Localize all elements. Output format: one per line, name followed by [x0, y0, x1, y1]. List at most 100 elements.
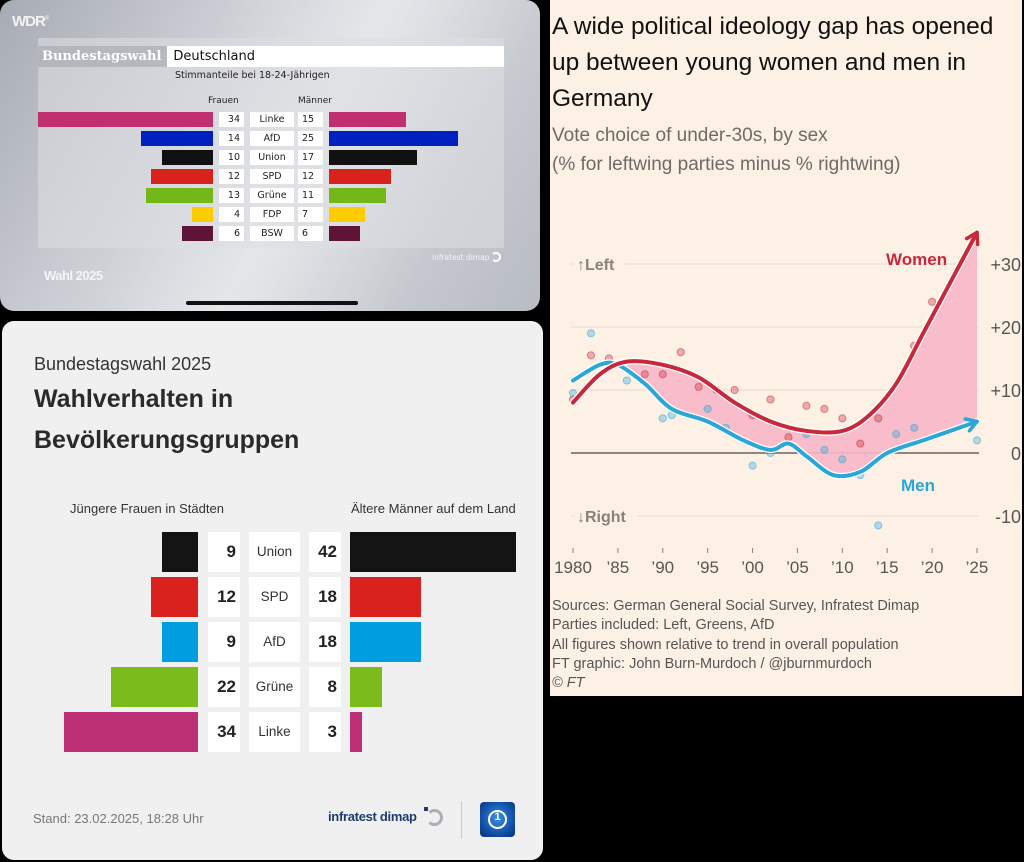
value-female: 4 — [219, 207, 244, 222]
men-data-point — [568, 389, 578, 398]
ft-subtitle-line1: Vote choice of under-30s, by sex — [552, 125, 828, 146]
ts-row-spd: 12 SPD 18 — [2, 577, 543, 617]
ft-title: A wide political ideology gap has opened… — [552, 13, 994, 112]
value-male: 6 — [298, 226, 323, 241]
value-female: 14 — [219, 131, 244, 146]
value-female: 6 — [219, 226, 244, 241]
men-trend-line — [571, 360, 979, 479]
bar-male-afd — [329, 131, 458, 146]
value-male: 42 — [309, 532, 341, 572]
wdr-row-afd: 14 AfD 25 — [0, 131, 540, 146]
right-direction-label: ↓Right — [577, 509, 627, 526]
bar-male-grüne — [350, 667, 382, 707]
x-tick-label: ’00 — [741, 558, 764, 577]
value-male: 15 — [298, 112, 323, 127]
men-data-point — [658, 414, 667, 423]
women-series-label: Women — [886, 250, 947, 269]
party-label: Union — [250, 150, 294, 165]
wdr-row-grüne: 13 Grüne 11 — [0, 188, 540, 203]
home-indicator[interactable] — [186, 301, 358, 305]
bar-female-union — [162, 532, 198, 572]
bar-male-linke — [350, 712, 362, 752]
y-tick-label: +20 — [990, 318, 1021, 338]
wdr-row-linke: 34 Linke 15 — [0, 112, 540, 127]
party-label: AfD — [250, 131, 294, 146]
value-female: 13 — [219, 188, 244, 203]
men-data-point — [838, 455, 847, 464]
women-data-point — [766, 395, 775, 404]
ft-line-chart: +30 +20 +10 0 -10 1980 ’85 ’90 ’95 ’00 ’05 ’10 ’15 ’2… — [554, 229, 1021, 577]
x-tick-label: ’85 — [607, 558, 630, 577]
tagesschau-logo-icon: 1 — [480, 802, 515, 837]
ft-subtitle-line2: (% for leftwing parties minus % rightwin… — [552, 154, 901, 175]
ft-note: Parties included: Left, Greens, AfD — [552, 617, 775, 634]
ft-note: All figures shown relative to trend in o… — [552, 636, 899, 653]
men-data-point — [586, 329, 596, 338]
ft-copyright: © FT — [552, 675, 585, 692]
value-male: 7 — [298, 207, 323, 222]
ts-kicker: Bundestagswahl 2025 — [34, 354, 212, 374]
women-data-point — [676, 348, 685, 357]
x-tick-label: ’20 — [921, 558, 944, 577]
bar-female-spd — [150, 577, 198, 617]
party-label: Grüne — [249, 667, 300, 707]
x-tick-label: ’15 — [876, 558, 899, 577]
party-label: SPD — [250, 169, 294, 184]
bar-male-grüne — [329, 188, 386, 203]
women-data-point — [658, 370, 667, 379]
ts-row-linke: 34 Linke 3 — [2, 712, 543, 752]
value-male: 25 — [298, 131, 323, 146]
wdr-row-bsw: 6 BSW 6 — [0, 226, 540, 241]
group-label-male: Ältere Männer auf dem Land — [351, 501, 516, 516]
women-data-point — [802, 401, 811, 410]
stand-timestamp: Stand: 23.02.2025, 18:28 Uhr — [33, 811, 204, 826]
value-male: 11 — [298, 188, 323, 203]
x-tick-label: ’90 — [651, 558, 674, 577]
ft-note: Sources: German General Social Survey, I… — [552, 598, 920, 614]
bar-female-grüne — [146, 188, 213, 203]
bar-male-union — [350, 532, 516, 572]
women-data-point — [694, 382, 703, 391]
bar-female-grüne — [111, 667, 198, 707]
bar-female-fdp — [192, 207, 213, 222]
x-tick-label: ’10 — [831, 558, 854, 577]
wdr-headline: Bundestagswahl Deutschland — [38, 46, 504, 67]
bar-female-linke — [37, 112, 213, 127]
value-male: 18 — [309, 577, 341, 617]
wdr-logo: WDR® — [12, 13, 49, 30]
bar-female-union — [161, 150, 213, 165]
infratest-logo-dot — [424, 807, 428, 811]
bar-male-bsw — [329, 226, 360, 241]
ft-note: FT graphic: John Burn-Murdoch / @jburnmu… — [552, 655, 872, 672]
women-data-point — [730, 385, 739, 395]
party-label: AfD — [249, 622, 300, 662]
wdr-subtitle: Stimmanteile bei 18-24-Jährigen — [175, 70, 330, 81]
infratest-dimap-logo-text: infratest dimap — [328, 809, 417, 824]
bar-male-linke — [329, 112, 407, 127]
party-label: Linke — [249, 712, 300, 752]
women-data-point — [928, 297, 937, 306]
party-label: Linke — [250, 112, 294, 127]
value-female: 34 — [208, 712, 240, 752]
value-female: 12 — [219, 169, 244, 184]
bar-female-bsw — [182, 226, 213, 241]
men-data-point — [748, 461, 757, 470]
left-direction-label: ↑Left — [577, 257, 615, 274]
ft-subtitle: Vote choice of under-30s, by sex (% for … — [552, 121, 1012, 179]
ts-row-afd: 9 AfD 18 — [2, 622, 543, 662]
ts-row-grüne: 22 Grüne 8 — [2, 667, 543, 707]
wdr-row-spd: 12 SPD 12 — [0, 169, 540, 184]
women-data-point — [820, 404, 829, 413]
value-female: 12 — [208, 577, 240, 617]
ts-title-line1: Wahlverhalten in — [34, 385, 234, 413]
wdr-panel: WDR® Bundestagswahl Deutschland Stimmant… — [0, 0, 540, 311]
men-arrow-icon — [963, 417, 979, 433]
women-data-point — [640, 370, 649, 379]
group-label-female: Jüngere Frauen in Städten — [70, 501, 224, 516]
value-female: 9 — [208, 622, 240, 662]
party-label: Grüne — [250, 188, 294, 203]
value-female: 22 — [208, 667, 240, 707]
column-label-male: Männer — [298, 96, 332, 106]
men-data-point — [820, 445, 829, 454]
x-tick-label: ’25 — [966, 558, 989, 577]
